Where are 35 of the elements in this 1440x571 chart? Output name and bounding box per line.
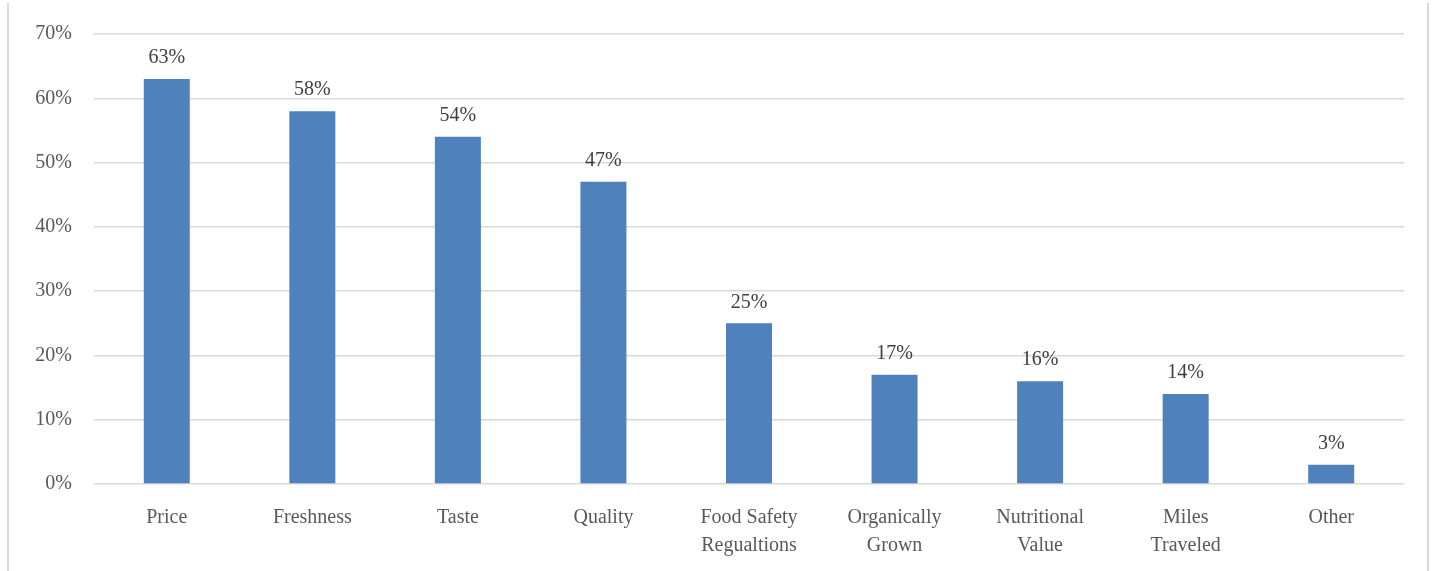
data-label: 25% [730,289,768,312]
bar [726,323,772,484]
x-tick-label: Organically Grown [847,505,942,556]
bar [871,374,918,484]
y-tick-label: 30% [35,278,72,301]
x-tick-label: Freshness [272,505,352,528]
x-tick-label: Food Safety Regualtions [700,505,798,557]
x-tick-label: Taste [436,505,479,528]
y-tick-label: 70% [35,21,72,44]
x-tick-label: Price [146,505,188,528]
x-tick-label: Nutritional Value [996,505,1085,556]
bar [434,136,481,484]
x-tick-label: Quality [573,505,634,529]
data-label: 17% [876,340,913,363]
data-label: 16% [1021,347,1059,370]
data-label: 47% [585,148,622,171]
data-label: 14% [1167,360,1204,383]
data-label: 3% [1317,430,1345,453]
x-tick-label: Other [1308,505,1355,528]
y-tick-label: 0% [45,471,72,494]
bar [1162,394,1209,484]
y-tick-label: 20% [35,342,72,365]
y-tick-label: 10% [35,406,72,429]
bar [1017,381,1064,484]
y-tick-label: 50% [35,149,72,172]
data-label: 54% [439,103,477,126]
bar [580,181,627,484]
y-tick-label: 40% [35,214,72,237]
y-tick-label: 60% [35,85,72,108]
data-label: 58% [294,77,331,100]
bar [143,79,190,484]
bar [1308,464,1355,484]
x-tick-label: Miles Traveled [1150,505,1221,556]
bar [289,111,336,484]
data-label: 63% [148,45,186,68]
